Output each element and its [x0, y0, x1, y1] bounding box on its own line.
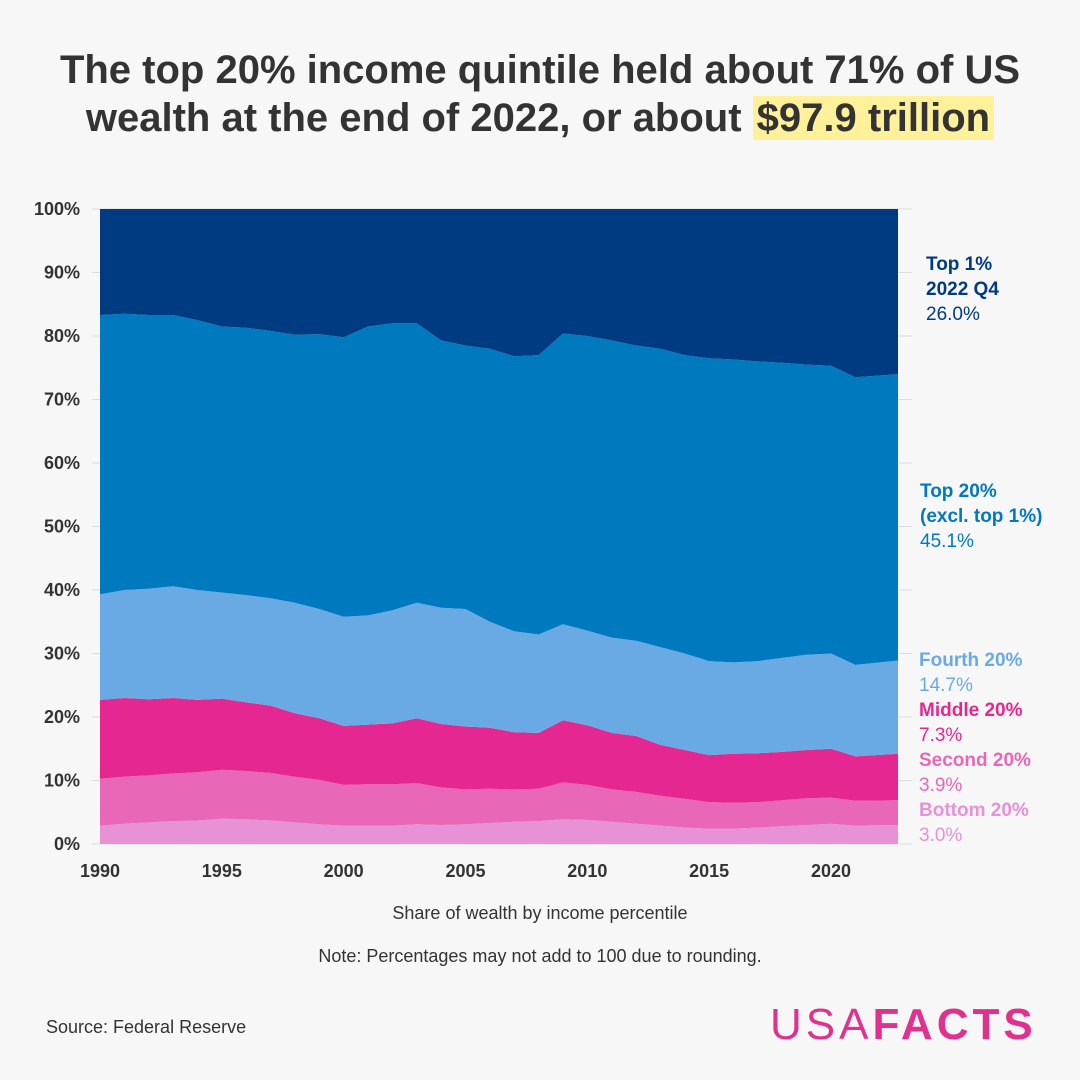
y-axis-ticks: 0% 10% 20% 30% 40% 50% 60% 70% 80% 90% 100% — [34, 199, 80, 854]
areas — [100, 209, 898, 844]
label-middle-value: 7.3% — [919, 725, 963, 746]
label-top-20-name: Top 20% — [920, 481, 997, 502]
logo-facts: FACTS — [872, 1000, 1037, 1049]
area-middle-20 — [100, 698, 898, 803]
area-bottom-20 — [100, 818, 898, 844]
label-middle: Middle 20% 7.3% — [919, 698, 1022, 748]
y-tick-label: 20% — [44, 707, 80, 727]
y-tick-label: 70% — [44, 390, 80, 410]
title-line-2-text: wealth at the end of 2022, or about — [85, 96, 753, 140]
label-bottom: Bottom 20% 3.0% — [919, 798, 1029, 848]
chart-note: Note: Percentages may not add to 100 due… — [318, 946, 762, 966]
area-top-20-excl-top-1 — [100, 313, 898, 665]
title-highlight: $97.9 trillion — [752, 96, 995, 140]
title-line-2: wealth at the end of 2022, or about $97.… — [0, 94, 1080, 142]
label-fourth: Fourth 20% 14.7% — [919, 648, 1022, 698]
area-fourth-20 — [100, 586, 898, 757]
label-second-value: 3.9% — [919, 775, 963, 796]
label-top-20-sub: (excl. top 1%) — [920, 506, 1043, 527]
y-tick-label: 80% — [44, 326, 80, 346]
usafacts-logo: USAFACTS — [770, 1000, 1037, 1050]
x-tick-label: 2015 — [689, 861, 729, 881]
y-tick-label: 40% — [44, 580, 80, 600]
x-tick-label: 1995 — [202, 861, 242, 881]
label-fourth-name: Fourth 20% — [919, 650, 1023, 671]
y-tick-label: 0% — [54, 834, 80, 854]
x-axis-ticks: 1990 1995 2000 2005 2010 2015 2020 — [80, 861, 851, 881]
y-tick-label: 50% — [44, 517, 80, 537]
stacked-area-chart: 0%10%20%30%40%50%60%70%80%90%100% 1990 19… — [34, 199, 912, 881]
y-tick-label: 10% — [44, 771, 80, 791]
label-bottom-name: Bottom 20% — [919, 800, 1029, 821]
label-bottom-value: 3.0% — [919, 825, 963, 846]
x-axis-label: Share of wealth by income percentile — [392, 903, 688, 923]
label-fourth-value: 14.7% — [919, 675, 973, 696]
y-tick-label: 100% — [34, 199, 80, 219]
chart-title: The top 20% income quintile held about 7… — [0, 46, 1080, 142]
area-second-20 — [100, 769, 898, 829]
source-text: Source: Federal Reserve — [46, 1017, 247, 1037]
label-top-20-value: 45.1% — [920, 531, 974, 552]
label-middle-name: Middle 20% — [919, 700, 1023, 721]
x-tick-label: 2010 — [567, 861, 607, 881]
y-tick-label: 30% — [44, 644, 80, 664]
y-tick-label: 60% — [44, 453, 80, 473]
x-tick-label: 2005 — [445, 861, 485, 881]
label-second-name: Second 20% — [919, 750, 1031, 771]
label-top-1-period: 2022 Q4 — [926, 279, 999, 300]
label-top-1-name: Top 1% — [926, 254, 993, 275]
area-top-1 — [100, 209, 898, 378]
x-tick-label: 2020 — [811, 861, 851, 881]
label-top-1: Top 1% 2022 Q4 26.0% — [926, 252, 999, 327]
label-top-20: Top 20% (excl. top 1%) 45.1% — [920, 479, 1042, 554]
x-tick-label: 1990 — [80, 861, 120, 881]
label-top-1-value: 26.0% — [926, 304, 980, 325]
label-second: Second 20% 3.9% — [919, 748, 1031, 798]
y-tick-label: 90% — [44, 263, 80, 283]
x-tick-label: 2000 — [324, 861, 364, 881]
title-line-1: The top 20% income quintile held about 7… — [59, 48, 1021, 92]
logo-usa: USA — [770, 1000, 873, 1049]
